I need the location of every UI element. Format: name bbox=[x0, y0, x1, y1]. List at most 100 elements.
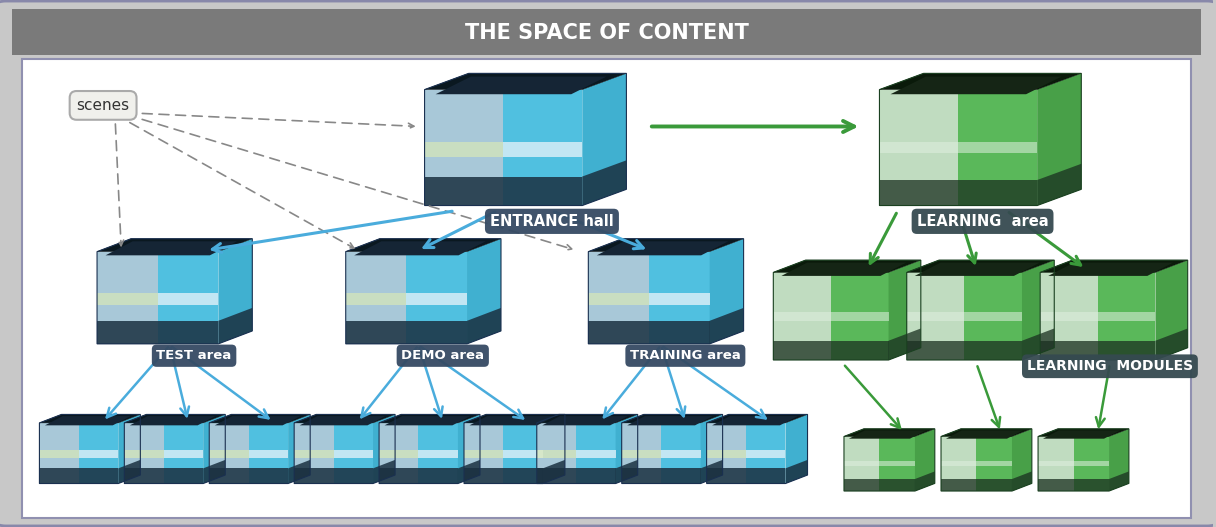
Polygon shape bbox=[879, 142, 1037, 153]
Polygon shape bbox=[215, 416, 300, 425]
Polygon shape bbox=[209, 414, 310, 423]
Polygon shape bbox=[773, 341, 889, 360]
Polygon shape bbox=[379, 423, 418, 484]
Polygon shape bbox=[294, 469, 373, 484]
Text: scenes: scenes bbox=[77, 98, 130, 113]
Polygon shape bbox=[39, 469, 118, 484]
Polygon shape bbox=[786, 460, 807, 484]
Polygon shape bbox=[503, 450, 542, 458]
Polygon shape bbox=[662, 450, 700, 458]
Polygon shape bbox=[465, 450, 503, 458]
Polygon shape bbox=[45, 416, 130, 425]
Polygon shape bbox=[354, 241, 485, 256]
Polygon shape bbox=[597, 241, 728, 256]
Polygon shape bbox=[39, 450, 79, 458]
Polygon shape bbox=[1038, 429, 1128, 436]
Polygon shape bbox=[467, 239, 501, 344]
Polygon shape bbox=[1109, 429, 1128, 491]
Polygon shape bbox=[458, 460, 480, 484]
Polygon shape bbox=[467, 308, 501, 344]
Polygon shape bbox=[379, 450, 418, 458]
Polygon shape bbox=[1021, 260, 1054, 360]
Polygon shape bbox=[710, 239, 744, 344]
Polygon shape bbox=[97, 293, 158, 305]
Polygon shape bbox=[1074, 436, 1109, 491]
Polygon shape bbox=[345, 293, 406, 305]
Polygon shape bbox=[209, 450, 249, 458]
Polygon shape bbox=[373, 414, 395, 484]
Polygon shape bbox=[379, 469, 458, 484]
Polygon shape bbox=[621, 450, 662, 458]
Polygon shape bbox=[203, 460, 225, 484]
Polygon shape bbox=[700, 414, 722, 484]
Polygon shape bbox=[976, 436, 1012, 491]
Polygon shape bbox=[203, 414, 225, 484]
Polygon shape bbox=[299, 416, 385, 425]
Text: THE SPACE OF CONTENT: THE SPACE OF CONTENT bbox=[465, 23, 749, 43]
Polygon shape bbox=[747, 450, 786, 458]
Polygon shape bbox=[424, 73, 626, 90]
Polygon shape bbox=[418, 423, 458, 484]
Polygon shape bbox=[1037, 73, 1081, 206]
Polygon shape bbox=[124, 423, 164, 484]
Polygon shape bbox=[1021, 328, 1054, 360]
Polygon shape bbox=[879, 73, 1081, 90]
Polygon shape bbox=[879, 436, 914, 491]
Polygon shape bbox=[879, 90, 958, 206]
Polygon shape bbox=[1040, 341, 1155, 360]
Polygon shape bbox=[710, 308, 744, 344]
Text: DEMO area: DEMO area bbox=[401, 349, 484, 362]
Polygon shape bbox=[747, 423, 786, 484]
Polygon shape bbox=[384, 416, 471, 425]
Polygon shape bbox=[662, 423, 700, 484]
Polygon shape bbox=[130, 416, 215, 425]
Polygon shape bbox=[249, 423, 288, 484]
Polygon shape bbox=[249, 450, 288, 458]
Polygon shape bbox=[786, 414, 807, 484]
Polygon shape bbox=[424, 90, 503, 206]
Polygon shape bbox=[914, 429, 935, 491]
Polygon shape bbox=[576, 423, 615, 484]
Polygon shape bbox=[465, 469, 542, 484]
Polygon shape bbox=[294, 423, 333, 484]
Polygon shape bbox=[941, 479, 1012, 491]
Polygon shape bbox=[1048, 262, 1173, 276]
Polygon shape bbox=[582, 73, 626, 206]
Polygon shape bbox=[424, 142, 503, 157]
Polygon shape bbox=[700, 460, 722, 484]
Polygon shape bbox=[503, 90, 582, 206]
Polygon shape bbox=[844, 479, 914, 491]
Polygon shape bbox=[582, 160, 626, 206]
Polygon shape bbox=[536, 423, 576, 484]
Polygon shape bbox=[288, 460, 310, 484]
Polygon shape bbox=[621, 469, 700, 484]
Polygon shape bbox=[907, 260, 1054, 272]
Polygon shape bbox=[503, 142, 582, 157]
Polygon shape bbox=[589, 252, 649, 344]
Polygon shape bbox=[844, 436, 879, 491]
Polygon shape bbox=[1155, 260, 1188, 360]
Polygon shape bbox=[294, 450, 333, 458]
Polygon shape bbox=[124, 469, 203, 484]
Polygon shape bbox=[1038, 479, 1109, 491]
Polygon shape bbox=[844, 461, 914, 466]
Polygon shape bbox=[542, 460, 565, 484]
Polygon shape bbox=[503, 423, 542, 484]
Polygon shape bbox=[97, 252, 158, 344]
Polygon shape bbox=[946, 431, 1023, 438]
Polygon shape bbox=[706, 414, 807, 423]
Polygon shape bbox=[890, 76, 1062, 94]
Polygon shape bbox=[576, 450, 615, 458]
Polygon shape bbox=[773, 260, 921, 272]
Polygon shape bbox=[958, 90, 1037, 206]
Polygon shape bbox=[345, 239, 501, 252]
Polygon shape bbox=[615, 414, 637, 484]
Polygon shape bbox=[209, 469, 288, 484]
Polygon shape bbox=[424, 177, 582, 206]
Polygon shape bbox=[589, 239, 744, 252]
Polygon shape bbox=[542, 416, 627, 425]
Polygon shape bbox=[219, 239, 252, 344]
Polygon shape bbox=[1040, 260, 1188, 272]
Polygon shape bbox=[406, 293, 467, 305]
Polygon shape bbox=[39, 423, 79, 484]
